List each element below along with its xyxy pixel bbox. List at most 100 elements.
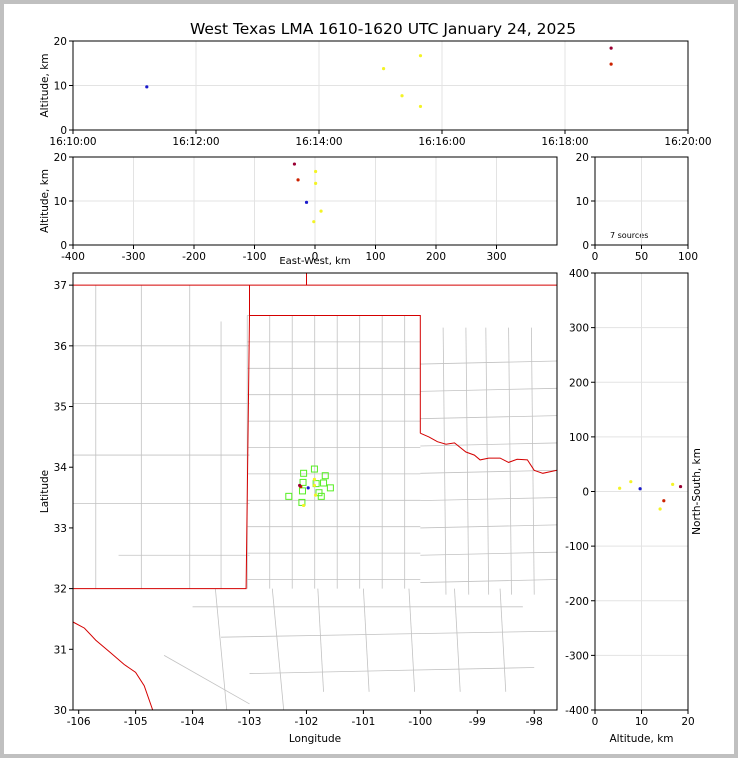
plan_view-xtick-label: -101 bbox=[351, 716, 375, 728]
county-line bbox=[408, 588, 416, 692]
time_altitude-source-point bbox=[381, 66, 386, 71]
figure-canvas: West Texas LMA 1610-1620 UTC January 24,… bbox=[39, 20, 712, 745]
plan_view-ytick-label: 32 bbox=[54, 584, 67, 596]
ew_altitude-ytick-label: 20 bbox=[54, 152, 67, 164]
altitude_histogram-ticks: 0 50 100 0 10 20 bbox=[576, 152, 698, 263]
plan_view-points bbox=[298, 477, 318, 508]
altitude_ns-source-point bbox=[671, 482, 675, 486]
time_altitude-xtick-label: 16:12:00 bbox=[172, 136, 219, 148]
time_altitude-frame bbox=[72, 40, 689, 131]
altitude_ns-xtick-label: 10 bbox=[635, 716, 648, 728]
lma-station-marker bbox=[300, 469, 308, 477]
plan_view-source-point bbox=[312, 477, 317, 481]
ew_altitude-xtick-label: 100 bbox=[365, 251, 385, 263]
plan_view-xtick-label: -100 bbox=[408, 716, 432, 728]
county-line bbox=[485, 327, 490, 595]
altitude_ns-ytick-label: -100 bbox=[565, 541, 589, 553]
plan_view-ytick-label: 35 bbox=[54, 402, 67, 414]
plan_view-axes bbox=[72, 272, 558, 711]
ew_altitude-ytick-label: 10 bbox=[54, 196, 67, 208]
county-lines bbox=[73, 285, 557, 710]
lma-station-marker bbox=[298, 498, 306, 506]
lma-station-marker bbox=[312, 480, 320, 488]
county-line bbox=[420, 442, 557, 447]
county-line bbox=[420, 387, 557, 392]
ew_altitude-ytick-label: 0 bbox=[60, 240, 67, 252]
plan_view-xtick-label: -105 bbox=[124, 716, 148, 728]
ew_altitude-source-point bbox=[296, 178, 300, 182]
source-count-label: 7 sources bbox=[610, 231, 648, 240]
altitude_ns-xtick-label: 0 bbox=[592, 716, 599, 728]
time_altitude-ytick-label: 0 bbox=[60, 125, 67, 137]
ew_altitude-xtick-label: 0 bbox=[312, 251, 319, 263]
lma-station-marker bbox=[317, 492, 325, 500]
ew_altitude-source-point bbox=[319, 209, 323, 213]
county-line bbox=[420, 415, 557, 420]
time_altitude-ticks: 16:10:00 16:12:00 16:14:00 16:16:00 16:18:00… bbox=[49, 36, 711, 148]
county-line bbox=[214, 588, 228, 710]
altitude_histogram-ytick-label: 0 bbox=[582, 240, 589, 252]
time_altitude-xtick-label: 16:14:00 bbox=[295, 136, 342, 148]
altitude_histogram-xtick-label: 0 bbox=[592, 251, 599, 263]
altitude_ns-ytick-label: -400 bbox=[565, 705, 589, 717]
plan_view-xlabel: Longitude bbox=[289, 733, 341, 745]
county-line bbox=[508, 327, 512, 595]
county-line bbox=[271, 588, 285, 710]
time_altitude-source-point bbox=[609, 62, 613, 66]
time_altitude-points bbox=[145, 46, 613, 109]
altitude_ns-points bbox=[618, 480, 683, 511]
state-border-nm-tx bbox=[73, 315, 250, 590]
altitude_ns-source-point bbox=[662, 499, 666, 503]
ew_altitude-xlabel: East-West, km bbox=[279, 256, 350, 267]
state-border-tx-panhandle bbox=[249, 285, 421, 434]
altitude_ns-ytick-label: 0 bbox=[582, 487, 589, 499]
time_altitude-source-point bbox=[418, 54, 423, 58]
time_altitude-ylabel: Altitude, km bbox=[39, 53, 51, 117]
state-border-rio-grande bbox=[73, 621, 154, 710]
time_altitude-source-point bbox=[145, 85, 149, 89]
altitude_ns-xlabel: Altitude, km bbox=[609, 733, 673, 745]
altitude_ns-ytick-label: -200 bbox=[565, 596, 589, 608]
plan_view-ytick-label: 36 bbox=[54, 341, 68, 353]
plan_view-source-point bbox=[302, 503, 306, 508]
plan_view-source-point bbox=[298, 483, 302, 488]
plan_view-xtick-label: -106 bbox=[67, 716, 91, 728]
county-line bbox=[420, 551, 557, 556]
ew_altitude-source-point bbox=[304, 200, 309, 204]
county-line bbox=[454, 588, 461, 692]
ew_altitude-xtick-label: 300 bbox=[486, 251, 506, 263]
figure-frame: West Texas LMA 1610-1620 UTC January 24,… bbox=[4, 4, 734, 754]
ew_altitude-ticks: -400 -300 -200 -100 0 100 200 300 0 10 20 bbox=[54, 152, 557, 263]
time_altitude-ytick-label: 20 bbox=[54, 36, 67, 48]
plan_view-source-point bbox=[306, 486, 310, 490]
lma-station-marker bbox=[321, 472, 329, 480]
altitude_histogram-axes bbox=[594, 156, 689, 246]
state-lines bbox=[73, 273, 557, 710]
time_altitude-source-point bbox=[400, 94, 404, 98]
time_altitude-xtick-label: 16:20:00 bbox=[664, 136, 711, 148]
altitude_ns-frame bbox=[594, 272, 689, 711]
altitude_ns-source-point bbox=[678, 484, 683, 489]
altitude_ns-source-point bbox=[629, 480, 633, 484]
lma-station-marker bbox=[299, 478, 307, 486]
plan_view-ytick-label: 37 bbox=[54, 280, 67, 292]
time_altitude-xtick-label: 16:10:00 bbox=[49, 136, 96, 148]
ew_altitude-xtick-label: 200 bbox=[426, 251, 446, 263]
state-border-red-river bbox=[420, 432, 557, 474]
ew_altitude-xtick-label: -300 bbox=[122, 251, 146, 263]
time_altitude-xtick-label: 16:16:00 bbox=[418, 136, 465, 148]
county-line bbox=[465, 327, 470, 595]
lma-station-marker bbox=[298, 487, 306, 495]
altitude_ns-source-point bbox=[638, 487, 642, 491]
plan_view-ticks: -106 -105 -104 -103 -102 -101 -100 -99 -98 30 31 32… bbox=[54, 280, 543, 728]
county-line bbox=[499, 588, 507, 692]
time_altitude-source-point bbox=[609, 46, 613, 50]
ew_altitude-xtick-label: -200 bbox=[182, 251, 206, 263]
ew_altitude-source-point bbox=[292, 162, 297, 166]
plan_view-ylabel: Latitude bbox=[39, 470, 51, 513]
altitude_ns-axes bbox=[594, 272, 689, 711]
altitude_ns-ytick-label: 200 bbox=[569, 377, 589, 389]
plan_view-xtick-label: -103 bbox=[238, 716, 262, 728]
altitude_histogram-frame bbox=[594, 156, 689, 246]
plan_view-ytick-label: 34 bbox=[54, 462, 68, 474]
